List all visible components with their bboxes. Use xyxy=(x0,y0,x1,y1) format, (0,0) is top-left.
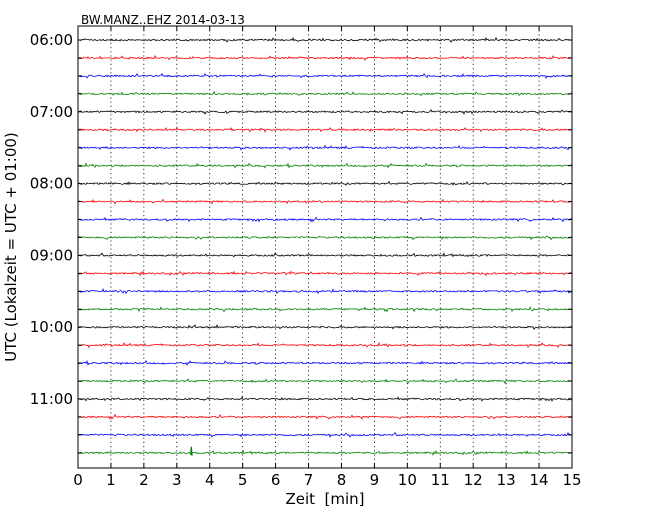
trace-0630 xyxy=(77,72,573,79)
x-tick-label: 5 xyxy=(238,471,248,489)
trace-0800 xyxy=(77,180,573,186)
x-tick-label: 6 xyxy=(271,471,281,489)
x-tick-label: 2 xyxy=(139,471,149,489)
y-axis-title: UTC (Lokalzeit = UTC + 01:00) xyxy=(2,132,20,362)
trace-0830 xyxy=(77,216,573,223)
x-tick-label: 0 xyxy=(73,471,83,489)
trace-0945 xyxy=(77,306,573,313)
y-axis-ticks: 06:00 07:00 08:00 09:00 10:00 11:00 xyxy=(30,31,572,454)
y-tick-label: 10:00 xyxy=(30,318,73,336)
seismogram-traces xyxy=(77,36,573,456)
trace-0900 xyxy=(77,252,573,258)
x-tick-label: 14 xyxy=(530,471,549,489)
trace-0730 xyxy=(77,144,573,151)
chart-title: BW.MANZ..EHZ 2014-03-13 xyxy=(81,13,245,27)
trace-1045 xyxy=(77,378,573,385)
y-tick-label: 07:00 xyxy=(30,103,73,121)
x-tick-label: 4 xyxy=(205,471,215,489)
x-tick-label: 12 xyxy=(464,471,483,489)
y-tick-label: 11:00 xyxy=(30,390,73,408)
trace-1130 xyxy=(77,432,573,438)
y-tick-label: 08:00 xyxy=(30,175,73,193)
trace-0600 xyxy=(77,36,573,43)
grid-lines xyxy=(110,26,540,468)
x-tick-label: 15 xyxy=(562,471,581,489)
x-axis-title: Zeit [min] xyxy=(285,490,364,508)
y-tick-label: 06:00 xyxy=(30,31,73,49)
trace-spike xyxy=(190,446,193,456)
trace-1115 xyxy=(77,413,573,421)
trace-0815 xyxy=(77,198,573,205)
plot-frame xyxy=(77,25,573,469)
y-tick-label: 09:00 xyxy=(30,246,73,264)
x-tick-label: 1 xyxy=(106,471,116,489)
x-tick-label: 11 xyxy=(431,471,450,489)
trace-0615 xyxy=(77,54,573,61)
trace-1015 xyxy=(77,341,573,349)
trace-1000 xyxy=(77,324,573,330)
trace-1100 xyxy=(77,396,573,402)
x-tick-label: 7 xyxy=(304,471,314,489)
trace-0645 xyxy=(77,90,573,97)
trace-0915 xyxy=(77,270,573,277)
trace-0845 xyxy=(77,235,573,241)
x-axis-ticks: 0 1 2 3 4 5 6 7 8 9 10 11 12 13 14 15 xyxy=(73,26,582,489)
trace-0700 xyxy=(77,109,573,115)
trace-1145 xyxy=(77,449,573,456)
x-tick-label: 8 xyxy=(337,471,347,489)
x-tick-label: 13 xyxy=(497,471,516,489)
x-tick-label: 3 xyxy=(172,471,182,489)
trace-0930 xyxy=(77,287,573,295)
x-tick-label: 9 xyxy=(370,471,380,489)
trace-1030 xyxy=(77,359,573,366)
x-tick-label: 10 xyxy=(398,471,417,489)
trace-0745 xyxy=(77,162,573,169)
trace-0715 xyxy=(77,126,573,133)
